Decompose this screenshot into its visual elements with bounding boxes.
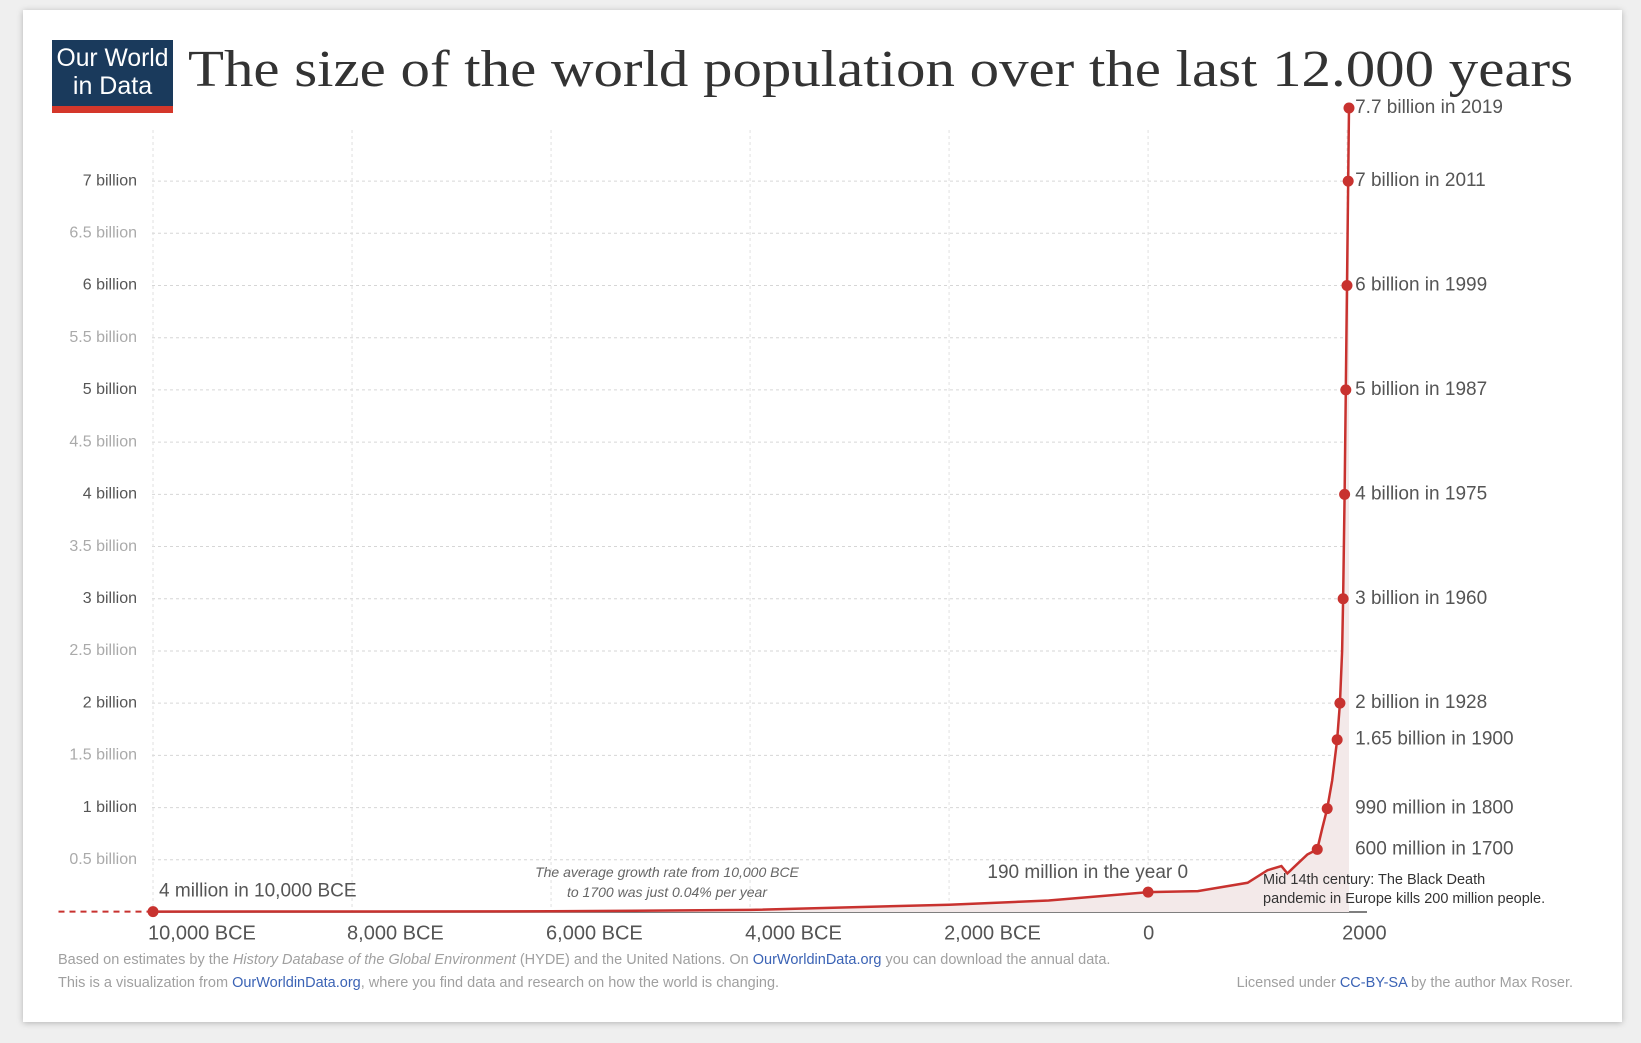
growth-note: to 1700 was just 0.04% per year bbox=[567, 884, 768, 900]
annotation: 1.65 billion in 1900 bbox=[1355, 729, 1513, 750]
point bbox=[1342, 175, 1354, 187]
source-note: Based on estimates by the History Databa… bbox=[58, 952, 1110, 968]
y-tick-label: 1.5 billion bbox=[69, 747, 137, 764]
point bbox=[147, 906, 159, 918]
text: Based on estimates by the bbox=[58, 952, 233, 968]
point bbox=[1340, 384, 1352, 396]
plot: 0.5 billion 1 billion 1.5 billion 2 billion… bbox=[58, 97, 1514, 944]
annotation: 600 million in 1700 bbox=[1355, 838, 1513, 859]
y-tick-label: 4 billion bbox=[83, 486, 137, 503]
point bbox=[1334, 697, 1346, 709]
annotation: 2 billion in 1928 bbox=[1355, 692, 1487, 713]
text: you can download the annual data. bbox=[881, 952, 1111, 968]
x-tick-label: 2,000 BCE bbox=[944, 922, 1041, 944]
text: , where you find data and research on ho… bbox=[360, 975, 780, 991]
point bbox=[1311, 843, 1323, 855]
growth-note: The average growth rate from 10,000 BCE bbox=[535, 864, 799, 880]
y-tick-label: 7 billion bbox=[83, 172, 137, 189]
text: (HYDE) and the United Nations. On bbox=[515, 952, 753, 968]
y-tick-label: 3.5 billion bbox=[69, 538, 137, 555]
logo-text: Our World bbox=[57, 44, 169, 72]
line bbox=[153, 107, 1351, 913]
annotation: 4 million in 10,000 BCE bbox=[159, 881, 356, 902]
x-tick-label: 4,000 BCE bbox=[745, 922, 842, 944]
link[interactable]: OurWorldinData.org bbox=[752, 952, 882, 968]
license-note: Licensed under CC-BY-SA by the author Ma… bbox=[1237, 975, 1573, 991]
annotation: 6 billion in 1999 bbox=[1355, 275, 1487, 296]
annotation: 3 billion in 1960 bbox=[1355, 588, 1487, 609]
y-tick-label: 3 billion bbox=[83, 590, 137, 607]
x-tick-label: 10,000 BCE bbox=[148, 922, 256, 944]
annotation: 990 million in 1800 bbox=[1355, 798, 1513, 819]
annotation: 4 billion in 1975 bbox=[1355, 483, 1487, 504]
point bbox=[1339, 488, 1351, 500]
chart-title: The size of the world population over th… bbox=[188, 41, 1573, 98]
card bbox=[23, 10, 1622, 1022]
y-tick-label: 5.5 billion bbox=[69, 329, 137, 346]
visualization-note: This is a visualization from OurWorldinD… bbox=[58, 975, 779, 991]
annotation: 7 billion in 2011 bbox=[1355, 170, 1486, 191]
link[interactable]: OurWorldinData.org bbox=[232, 975, 361, 991]
area bbox=[153, 108, 1349, 912]
annotation: 5 billion in 1987 bbox=[1355, 379, 1487, 400]
y-tick-label: 6.5 billion bbox=[69, 225, 137, 242]
logo-bar bbox=[52, 106, 173, 113]
point bbox=[1343, 102, 1355, 114]
point bbox=[1341, 280, 1353, 292]
y-tick-label: 2 billion bbox=[83, 694, 137, 711]
text: History Database of the Global Environme… bbox=[232, 952, 516, 968]
black-death-note: Mid 14th century: The Black Death bbox=[1263, 872, 1485, 888]
text: Licensed under bbox=[1236, 975, 1340, 991]
x-tick-label: 2000 bbox=[1342, 922, 1387, 944]
y-tick-label: 6 billion bbox=[83, 277, 137, 294]
x-tick-label: 0 bbox=[1143, 922, 1154, 944]
y-tick-label: 2.5 billion bbox=[69, 642, 137, 659]
annotation: 190 million in the year 0 bbox=[987, 862, 1188, 883]
point bbox=[1142, 886, 1154, 898]
logo-box bbox=[52, 40, 173, 113]
link[interactable]: CC-BY-SA bbox=[1339, 975, 1407, 991]
annotation: 7.7 billion in 2019 bbox=[1355, 97, 1503, 118]
point bbox=[1321, 803, 1333, 815]
y-tick-label: 0.5 billion bbox=[69, 851, 137, 868]
y-tick-label: 4.5 billion bbox=[69, 433, 137, 450]
logo-text: in Data bbox=[73, 72, 152, 100]
y-tick-label: 1 billion bbox=[83, 799, 137, 816]
x-tick-label: 6,000 BCE bbox=[546, 922, 643, 944]
black-death-note: pandemic in Europe kills 200 million peo… bbox=[1263, 891, 1545, 907]
text: by the author Max Roser. bbox=[1406, 975, 1573, 991]
point bbox=[1331, 734, 1343, 746]
y-tick-label: 5 billion bbox=[83, 381, 137, 398]
x-tick-label: 8,000 BCE bbox=[347, 922, 444, 944]
text: This is a visualization from bbox=[58, 975, 233, 991]
point bbox=[1337, 593, 1349, 605]
